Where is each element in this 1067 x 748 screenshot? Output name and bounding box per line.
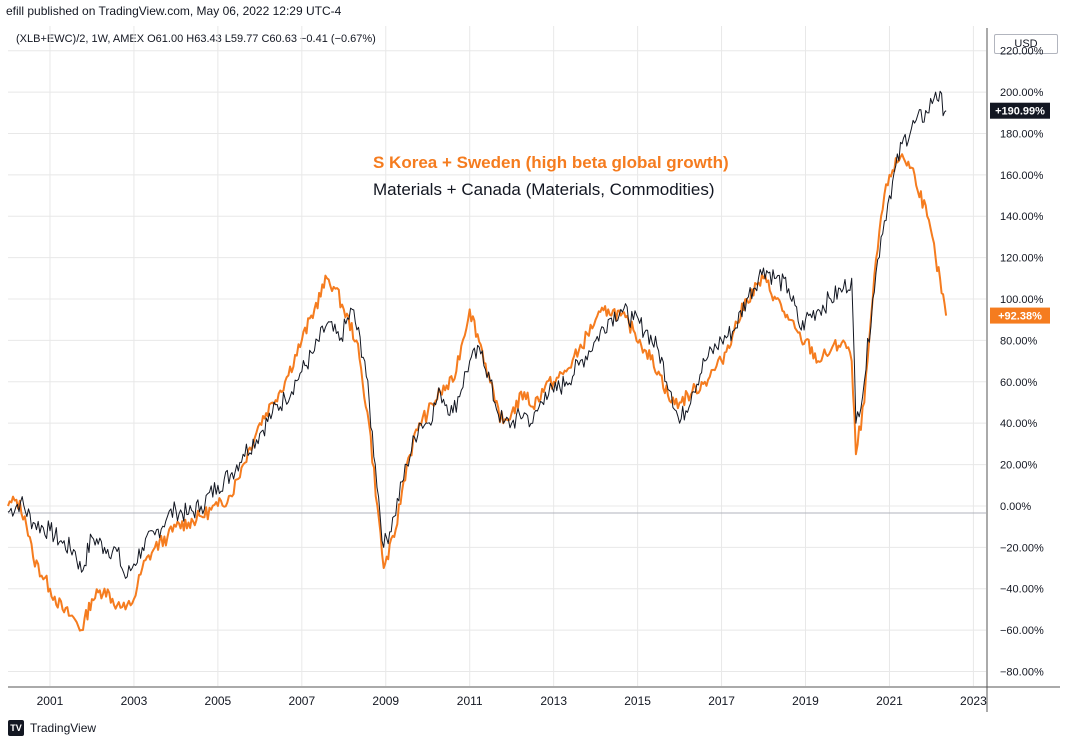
y-tick-label: 120.00% (1000, 253, 1044, 265)
x-tick-label: 2001 (37, 694, 64, 708)
last-value-text: +92.38% (998, 311, 1042, 323)
x-tick-label: 2021 (876, 694, 903, 708)
x-tick-label: 2009 (372, 694, 399, 708)
symbol-ohlc-line: (XLB+EWC)/2, 1W, AMEX O61.00 H63.43 L59.… (16, 33, 376, 45)
last-value-text: +190.99% (995, 106, 1045, 118)
y-tick-label: −40.00% (1000, 584, 1044, 596)
x-tick-label: 2011 (457, 694, 483, 708)
tradingview-logo-icon: TV (8, 720, 24, 736)
x-tick-label: 2019 (792, 694, 819, 708)
y-tick-label: 220.00% (1000, 46, 1044, 58)
y-tick-label: −60.00% (1000, 625, 1044, 637)
x-tick-label: 2013 (540, 694, 567, 708)
x-tick-label: 2017 (708, 694, 735, 708)
publisher-header: efill published on TradingView.com, May … (6, 4, 342, 18)
last-value-labels: +92.38% +190.99% (990, 102, 1050, 324)
y-tick-label: 180.00% (1000, 128, 1044, 140)
grid-lines (8, 26, 986, 686)
currency-selector[interactable]: USD (994, 34, 1058, 54)
x-tick-label: 2007 (288, 694, 315, 708)
series-line-materials-canada (7, 90, 947, 579)
y-tick-label: 140.00% (1000, 211, 1044, 223)
y-tick-label: 80.00% (1000, 335, 1038, 347)
logo-text: TradingView (30, 721, 97, 735)
y-tick-label: −20.00% (1000, 542, 1044, 554)
y-tick-label: −80.00% (1000, 667, 1044, 679)
last-value-badge (990, 307, 1050, 324)
time-axis: 2001 2003 2005 2007 2009 2011 2013 2015 2017 2019… (37, 694, 987, 708)
y-tick-label: 0.00% (1000, 501, 1031, 513)
x-tick-label: 2003 (121, 694, 148, 708)
series-line-korea-sweden (7, 153, 948, 632)
y-tick-label: 20.00% (1000, 460, 1038, 472)
price-axis: −80.00% −60.00% −40.00% −20.00% 0.00% 20.00% 4… (1000, 46, 1044, 679)
y-tick-label: 160.00% (1000, 170, 1044, 182)
series-layer (7, 90, 948, 632)
x-tick-label: 2005 (205, 694, 232, 708)
tradingview-logo[interactable]: TV TradingView (8, 720, 96, 736)
legend-annotation-orange: S Korea + Sweden (high beta global growt… (373, 153, 729, 172)
y-tick-label: 100.00% (1000, 294, 1044, 306)
legend-annotation-black: Materials + Canada (Materials, Commoditi… (373, 180, 715, 199)
y-tick-label: 200.00% (1000, 87, 1044, 99)
x-tick-label: 2023 (960, 694, 987, 708)
y-tick-label: 40.00% (1000, 418, 1038, 430)
last-value-badge (990, 102, 1050, 119)
x-tick-label: 2015 (624, 694, 651, 708)
y-tick-label: 60.00% (1000, 377, 1038, 389)
